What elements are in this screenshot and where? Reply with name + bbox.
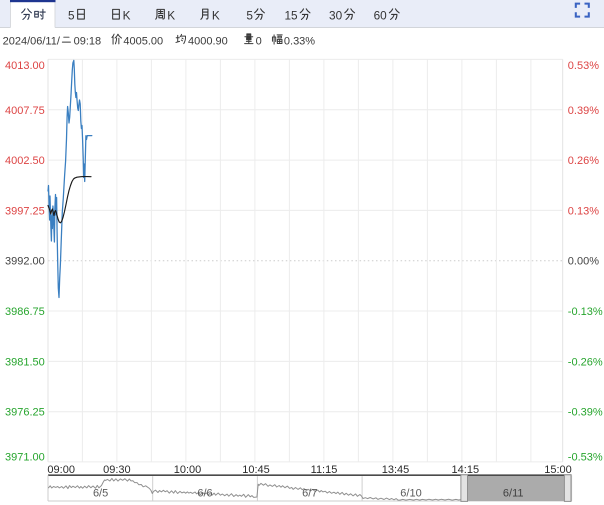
svg-text:5: 5 <box>246 8 253 22</box>
svg-text:0.26%: 0.26% <box>568 155 599 167</box>
svg-text:3997.25: 3997.25 <box>5 205 45 217</box>
svg-text:4005.00: 4005.00 <box>123 35 163 47</box>
svg-text:15: 15 <box>284 8 298 22</box>
svg-text:11:15: 11:15 <box>311 464 338 476</box>
svg-text:3986.75: 3986.75 <box>5 306 45 318</box>
svg-text:09:30: 09:30 <box>103 464 131 476</box>
svg-text:0.39%: 0.39% <box>568 105 599 117</box>
svg-text:0.00%: 0.00% <box>568 256 599 268</box>
svg-text:0: 0 <box>256 35 262 47</box>
svg-text:09:00: 09:00 <box>47 464 75 476</box>
svg-text:K: K <box>167 8 175 22</box>
svg-text:3976.25: 3976.25 <box>5 407 45 419</box>
svg-text:10:45: 10:45 <box>242 464 270 476</box>
svg-text:30: 30 <box>329 8 343 22</box>
svg-text:-0.26%: -0.26% <box>568 356 603 368</box>
svg-text:10:00: 10:00 <box>174 464 202 476</box>
svg-text:3971.00: 3971.00 <box>5 452 45 464</box>
svg-text:09:18: 09:18 <box>74 35 102 47</box>
svg-text:K: K <box>212 8 220 22</box>
svg-text:-0.53%: -0.53% <box>568 452 603 464</box>
svg-text:4013.00: 4013.00 <box>5 60 45 72</box>
svg-text:3992.00: 3992.00 <box>5 256 45 268</box>
svg-text:6/11: 6/11 <box>503 488 524 500</box>
svg-text:0.13%: 0.13% <box>568 205 599 217</box>
svg-text:0.33%: 0.33% <box>284 35 315 47</box>
svg-text:14:15: 14:15 <box>452 464 480 476</box>
svg-text:4000.90: 4000.90 <box>188 35 228 47</box>
svg-text:60: 60 <box>374 8 388 22</box>
svg-text:0.53%: 0.53% <box>568 60 599 72</box>
svg-text:5: 5 <box>68 8 75 22</box>
svg-text:-0.39%: -0.39% <box>568 407 603 419</box>
svg-text:6/7: 6/7 <box>302 488 317 500</box>
svg-text:K: K <box>123 8 131 22</box>
svg-text:6/6: 6/6 <box>197 488 212 500</box>
svg-text:4002.50: 4002.50 <box>5 155 45 167</box>
svg-text:6/10: 6/10 <box>400 488 421 500</box>
svg-text:13:45: 13:45 <box>382 464 410 476</box>
svg-text:-0.13%: -0.13% <box>568 306 603 318</box>
svg-text:6/5: 6/5 <box>93 488 108 500</box>
svg-text:2024/06/11/: 2024/06/11/ <box>3 35 61 47</box>
svg-text:4007.75: 4007.75 <box>5 105 45 117</box>
svg-text:3981.50: 3981.50 <box>5 356 45 368</box>
svg-text:15:00: 15:00 <box>544 464 572 476</box>
